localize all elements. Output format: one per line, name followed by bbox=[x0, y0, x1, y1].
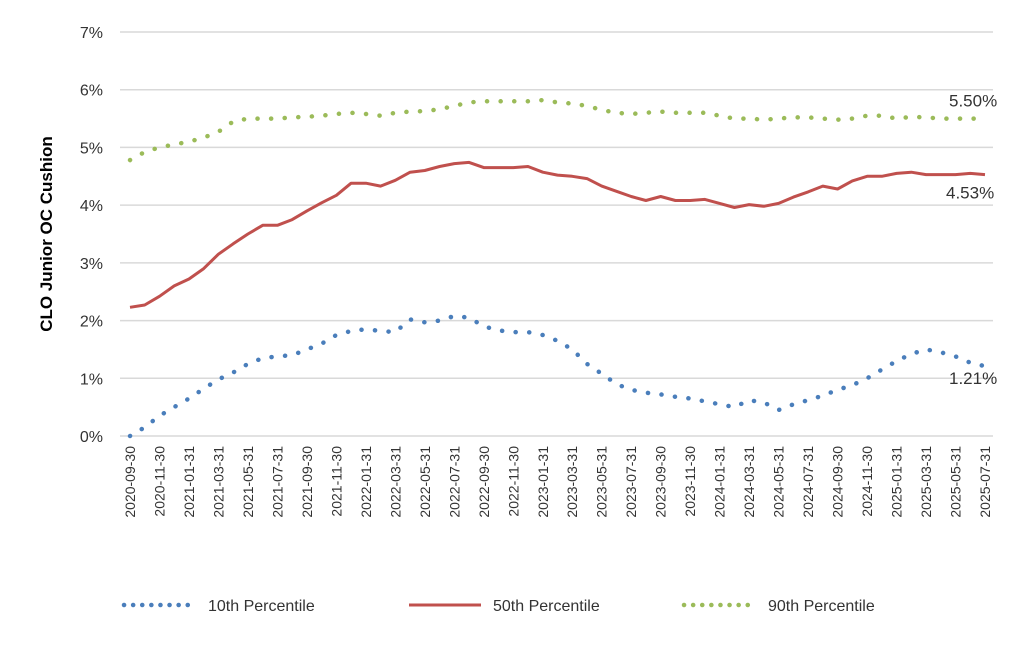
x-tick-label: 2024-07-31 bbox=[800, 446, 816, 518]
x-tick-label: 2024-01-31 bbox=[712, 446, 728, 518]
x-tick-label: 2024-09-30 bbox=[830, 446, 846, 518]
series-group bbox=[127, 97, 988, 439]
x-tick-label: 2023-03-31 bbox=[564, 446, 580, 518]
y-tick-label: 7% bbox=[80, 25, 103, 42]
x-tick-label: 2025-01-31 bbox=[889, 446, 905, 518]
x-tick-label: 2022-11-30 bbox=[505, 446, 521, 517]
x-tick-label: 2023-11-30 bbox=[682, 446, 698, 517]
x-tick-label: 2020-11-30 bbox=[151, 446, 167, 517]
x-tick-label: 2023-07-31 bbox=[623, 446, 639, 518]
x-tick-label: 2025-03-31 bbox=[918, 446, 934, 518]
y-tick-label: 0% bbox=[80, 429, 103, 446]
y-tick-label: 6% bbox=[80, 83, 103, 100]
x-tick-label: 2021-11-30 bbox=[328, 446, 344, 517]
x-tick-label: 2025-07-31 bbox=[977, 446, 993, 518]
legend-label: 50th Percentile bbox=[493, 598, 600, 615]
end-value-label: 4.53% bbox=[946, 184, 994, 203]
x-tick-label: 2024-05-31 bbox=[771, 446, 787, 518]
legend: 10th Percentile 50th Percentile 90th Perce… bbox=[121, 598, 875, 615]
series-line-90th bbox=[127, 97, 988, 163]
legend-label: 90th Percentile bbox=[768, 598, 875, 615]
y-tick-label: 3% bbox=[80, 256, 103, 273]
x-tick-label: 2021-01-31 bbox=[181, 446, 197, 518]
y-tick-label: 5% bbox=[80, 140, 103, 157]
y-tick-label: 2% bbox=[80, 314, 103, 331]
series-line-50th bbox=[129, 160, 986, 309]
x-tick-label: 2020-09-30 bbox=[122, 446, 138, 518]
y-axis-title: CLO Junior OC Cushion bbox=[37, 136, 56, 332]
x-tick-label: 2022-05-31 bbox=[417, 446, 433, 518]
x-tick-label: 2022-03-31 bbox=[387, 446, 403, 518]
x-tick-label: 2023-05-31 bbox=[594, 446, 610, 518]
x-tick-label: 2025-05-31 bbox=[948, 446, 964, 518]
y-tick-label: 1% bbox=[80, 371, 103, 388]
x-tick-label: 2021-09-30 bbox=[299, 446, 315, 518]
end-value-label: 1.21% bbox=[949, 369, 997, 388]
annotations: 5.50% 4.53% 1.21% bbox=[946, 92, 997, 389]
legend-label: 10th Percentile bbox=[208, 598, 315, 615]
x-axis-ticks: 2020-09-30 2020-11-30 2021-01-31 2021-03-31… bbox=[122, 446, 993, 518]
x-tick-label: 2021-05-31 bbox=[240, 446, 256, 518]
x-tick-label: 2022-01-31 bbox=[358, 446, 374, 518]
x-tick-label: 2024-03-31 bbox=[741, 446, 757, 518]
gridlines bbox=[120, 31, 993, 437]
x-tick-label: 2021-07-31 bbox=[269, 446, 285, 518]
y-axis-ticks: 0% 1% 2% 3% 4% 5% 6% 7% bbox=[80, 25, 103, 446]
x-tick-label: 2022-07-31 bbox=[446, 446, 462, 518]
x-tick-label: 2024-11-30 bbox=[859, 446, 875, 517]
x-tick-label: 2023-09-30 bbox=[653, 446, 669, 518]
x-tick-label: 2022-09-30 bbox=[476, 446, 492, 518]
x-tick-label: 2023-01-31 bbox=[535, 446, 551, 518]
x-tick-label: 2021-03-31 bbox=[210, 446, 226, 518]
end-value-label: 5.50% bbox=[949, 92, 997, 111]
y-tick-label: 4% bbox=[80, 198, 103, 215]
series-line-10th bbox=[127, 313, 988, 439]
